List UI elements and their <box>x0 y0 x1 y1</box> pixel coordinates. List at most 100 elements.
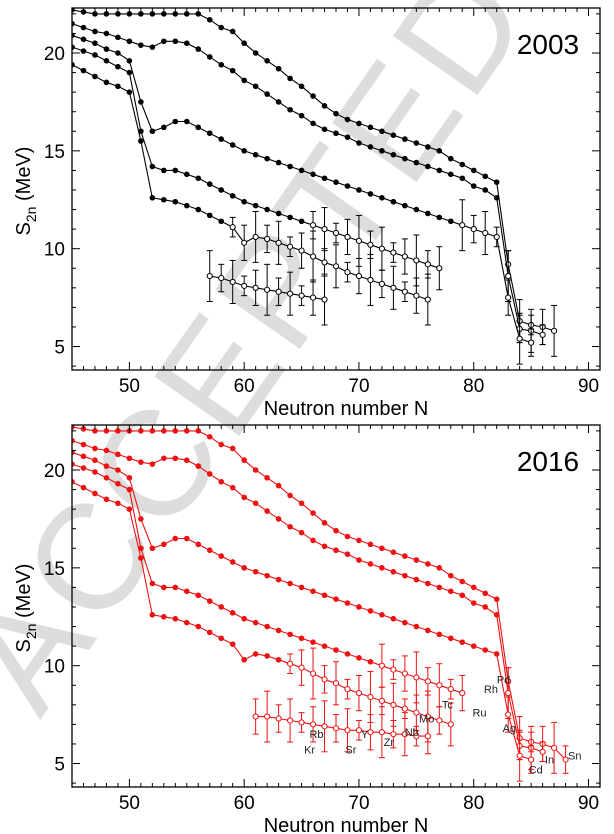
series-line-6 <box>255 716 428 737</box>
data-point <box>126 89 133 95</box>
data-point <box>161 196 167 203</box>
data-point-open <box>252 713 259 720</box>
data-point-open <box>413 257 420 264</box>
data-point <box>218 441 225 448</box>
data-point <box>80 36 87 43</box>
data-point <box>447 218 454 225</box>
data-point <box>413 206 420 213</box>
data-point <box>287 631 293 638</box>
data-point <box>298 167 305 174</box>
data-point <box>206 629 213 636</box>
data-point <box>436 631 443 638</box>
data-point <box>229 28 236 35</box>
data-point-open <box>505 272 512 280</box>
data-point <box>149 461 156 467</box>
data-point <box>275 482 282 489</box>
data-point <box>103 79 110 86</box>
data-point <box>195 623 202 630</box>
data-point-open <box>309 253 317 260</box>
data-point <box>115 50 121 56</box>
data-point <box>183 171 190 178</box>
data-point <box>161 541 167 548</box>
data-point <box>264 572 270 579</box>
data-point <box>436 167 443 174</box>
data-point <box>206 130 213 137</box>
data-point <box>92 490 98 497</box>
data-point <box>80 453 87 460</box>
data-point <box>80 48 87 54</box>
data-point <box>115 467 121 473</box>
data-point <box>436 565 443 571</box>
element-label: Rb <box>309 729 323 741</box>
data-point <box>425 627 431 634</box>
data-point <box>436 214 443 221</box>
data-point-open <box>378 280 386 288</box>
data-point <box>138 11 144 17</box>
data-point-open <box>550 744 558 751</box>
data-point-open <box>401 731 408 738</box>
element-label: Kr <box>304 745 315 757</box>
data-point <box>80 465 87 471</box>
data-point <box>321 103 328 109</box>
data-point <box>126 69 133 76</box>
data-point <box>172 428 179 434</box>
data-point-open <box>218 274 225 282</box>
data-point-open <box>505 711 512 718</box>
data-point <box>103 428 110 434</box>
y-tick-label: 20 <box>44 461 65 482</box>
data-point <box>126 506 133 512</box>
data-point <box>172 535 179 542</box>
data-point <box>218 604 225 610</box>
plot-area <box>72 8 558 365</box>
data-point <box>470 643 477 649</box>
data-point <box>379 195 385 201</box>
data-point <box>321 543 328 550</box>
data-point-open <box>298 247 305 254</box>
data-point <box>138 555 144 561</box>
data-point <box>321 643 328 649</box>
data-point-open <box>413 709 420 716</box>
data-point <box>92 469 98 475</box>
data-point <box>252 568 259 575</box>
data-point <box>241 565 247 571</box>
data-point-open <box>332 725 340 732</box>
data-point <box>252 467 259 473</box>
data-point <box>252 83 259 90</box>
data-point-open <box>378 729 386 736</box>
data-point <box>482 173 489 180</box>
data-point <box>275 516 282 522</box>
data-point <box>241 148 247 154</box>
data-point-open <box>493 233 500 241</box>
data-point <box>459 175 466 182</box>
data-point <box>195 11 202 17</box>
y-axis-title-main: S <box>13 222 35 235</box>
data-point <box>149 44 156 50</box>
x-tick-label: 50 <box>119 793 140 814</box>
chart-2003: 50 60 70 80 90 5 10 15 20 Neutron number N S2n (Me… <box>13 7 601 420</box>
data-point-open <box>321 296 328 303</box>
data-point-open <box>436 717 443 724</box>
data-point <box>72 44 75 50</box>
data-point <box>275 627 282 634</box>
data-point <box>264 206 270 213</box>
data-point <box>149 195 156 201</box>
data-point <box>425 163 431 170</box>
data-point <box>195 175 202 182</box>
data-point <box>493 179 500 185</box>
data-point <box>115 428 121 434</box>
data-point <box>183 457 190 464</box>
data-point <box>149 128 156 135</box>
data-point <box>206 598 213 604</box>
x-tick-label: 60 <box>234 793 255 814</box>
data-point <box>379 148 385 154</box>
data-point <box>103 463 110 469</box>
data-point <box>172 615 179 622</box>
data-point-open <box>241 282 248 289</box>
data-point-open <box>367 693 374 701</box>
data-point-open <box>286 243 294 250</box>
data-point <box>183 535 190 542</box>
data-point <box>264 508 270 514</box>
data-point <box>72 61 75 68</box>
data-point <box>310 120 316 127</box>
data-point <box>229 484 236 491</box>
